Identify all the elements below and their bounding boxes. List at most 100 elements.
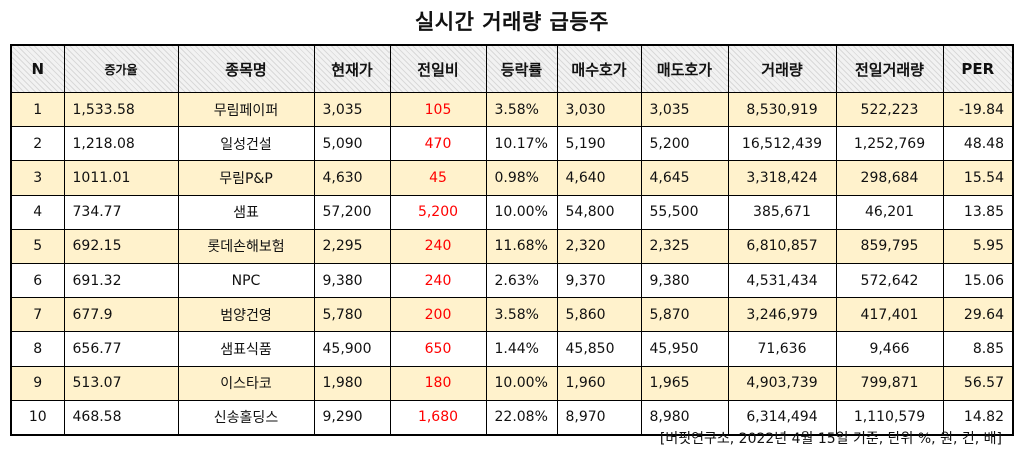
- cell-bid-price: 4,640: [556, 160, 642, 196]
- table-row: 4 734.77 샘표 57,200 5,200 10.00% 54,800 55,500 38…: [10, 194, 1014, 230]
- header-bid-price: 매수호가: [556, 44, 642, 93]
- cell-increase-rate: 513.07: [63, 365, 179, 401]
- cell-change-rate: 0.98%: [485, 160, 558, 196]
- header-n: N: [10, 44, 65, 93]
- cell-bid-price: 3,030: [556, 91, 642, 128]
- cell-prev-volume: 1,252,769: [835, 126, 944, 162]
- cell-increase-rate: 691.32: [63, 262, 179, 299]
- cell-stock-name: 이스타코: [177, 365, 315, 401]
- cell-change: 1,680: [389, 399, 487, 436]
- cell-per: 56.57: [942, 365, 1014, 401]
- cell-change: 5,200: [389, 194, 487, 230]
- cell-bid-price: 8,970: [556, 399, 642, 436]
- cell-bid-price: 5,860: [556, 297, 642, 333]
- table-row: 3 1011.01 무림P&P 4,630 45 0.98% 4,640 4,645 3,318…: [10, 160, 1014, 196]
- cell-current-price: 9,290: [313, 399, 391, 436]
- cell-volume: 6,314,494: [727, 399, 837, 436]
- header-change-rate: 등락률: [485, 44, 558, 93]
- cell-increase-rate: 656.77: [63, 331, 179, 367]
- cell-stock-name: 일성건설: [177, 126, 315, 162]
- cell-ask-price: 3,035: [640, 91, 729, 128]
- cell-prev-volume: 9,466: [835, 331, 944, 367]
- cell-change-rate: 1.44%: [485, 331, 558, 367]
- cell-volume: 71,636: [727, 331, 837, 367]
- cell-change: 650: [389, 331, 487, 367]
- cell-change-rate: 22.08%: [485, 399, 558, 436]
- cell-change-rate: 10.00%: [485, 194, 558, 230]
- cell-current-price: 9,380: [313, 262, 391, 299]
- cell-increase-rate: 1011.01: [63, 160, 179, 196]
- cell-increase-rate: 468.58: [63, 399, 179, 436]
- cell-current-price: 4,630: [313, 160, 391, 196]
- cell-volume: 4,903,739: [727, 365, 837, 401]
- table-row: 2 1,218.08 일성건설 5,090 470 10.17% 5,190 5,200 16,…: [10, 126, 1014, 162]
- cell-stock-name: NPC: [177, 262, 315, 299]
- cell-prev-volume: 799,871: [835, 365, 944, 401]
- cell-bid-price: 1,960: [556, 365, 642, 401]
- source-note: [버핏연구소, 2022년 4월 15일 기준, 단위 %, 원, 건, 배]: [659, 431, 1002, 447]
- cell-n: 7: [10, 297, 65, 333]
- cell-per: 5.95: [942, 228, 1014, 264]
- cell-prev-volume: 417,401: [835, 297, 944, 333]
- cell-volume: 3,318,424: [727, 160, 837, 196]
- header-per: PER: [942, 44, 1014, 93]
- cell-increase-rate: 734.77: [63, 194, 179, 230]
- page-title: 실시간 거래량 급등주: [414, 10, 609, 34]
- cell-stock-name: 샘표: [177, 194, 315, 230]
- cell-prev-volume: 1,110,579: [835, 399, 944, 436]
- header-ask-price: 매도호가: [640, 44, 729, 93]
- cell-change: 200: [389, 297, 487, 333]
- cell-ask-price: 45,950: [640, 331, 729, 367]
- table-row: 9 513.07 이스타코 1,980 180 10.00% 1,960 1,965 4,903…: [10, 365, 1014, 401]
- table-row: 6 691.32 NPC 9,380 240 2.63% 9,370 9,380 4,531,4…: [10, 262, 1014, 299]
- cell-change: 45: [389, 160, 487, 196]
- cell-bid-price: 45,850: [556, 331, 642, 367]
- cell-volume: 4,531,434: [727, 262, 837, 299]
- cell-n: 8: [10, 331, 65, 367]
- cell-change-rate: 10.17%: [485, 126, 558, 162]
- cell-current-price: 1,980: [313, 365, 391, 401]
- cell-current-price: 5,780: [313, 297, 391, 333]
- cell-volume: 6,810,857: [727, 228, 837, 264]
- header-change: 전일비: [389, 44, 487, 93]
- cell-ask-price: 5,870: [640, 297, 729, 333]
- cell-change-rate: 2.63%: [485, 262, 558, 299]
- cell-prev-volume: 859,795: [835, 228, 944, 264]
- cell-increase-rate: 1,533.58: [63, 91, 179, 128]
- cell-prev-volume: 522,223: [835, 91, 944, 128]
- header-increase-rate: 증가율: [63, 44, 179, 93]
- table-row: 1 1,533.58 무림페이퍼 3,035 105 3.58% 3,030 3,035 8,5…: [10, 91, 1014, 128]
- cell-prev-volume: 46,201: [835, 194, 944, 230]
- cell-volume: 8,530,919: [727, 91, 837, 128]
- cell-n: 9: [10, 365, 65, 401]
- cell-n: 4: [10, 194, 65, 230]
- table-row: 10 468.58 신송홀딩스 9,290 1,680 22.08% 8,970 8,980 6…: [10, 399, 1014, 436]
- table-row: 8 656.77 샘표식품 45,900 650 1.44% 45,850 45,950 71,…: [10, 331, 1014, 367]
- cell-per: 13.85: [942, 194, 1014, 230]
- header-prev-volume: 전일거래량: [835, 44, 944, 93]
- cell-per: 29.64: [942, 297, 1014, 333]
- cell-n: 6: [10, 262, 65, 299]
- cell-ask-price: 4,645: [640, 160, 729, 196]
- cell-n: 1: [10, 91, 65, 128]
- cell-current-price: 45,900: [313, 331, 391, 367]
- cell-volume: 385,671: [727, 194, 837, 230]
- cell-volume: 16,512,439: [727, 126, 837, 162]
- cell-increase-rate: 692.15: [63, 228, 179, 264]
- cell-n: 10: [10, 399, 65, 436]
- cell-ask-price: 5,200: [640, 126, 729, 162]
- cell-per: 15.06: [942, 262, 1014, 299]
- cell-current-price: 2,295: [313, 228, 391, 264]
- cell-change: 470: [389, 126, 487, 162]
- cell-stock-name: 롯데손해보험: [177, 228, 315, 264]
- cell-n: 5: [10, 228, 65, 264]
- cell-stock-name: 무림페이퍼: [177, 91, 315, 128]
- cell-current-price: 57,200: [313, 194, 391, 230]
- cell-increase-rate: 677.9: [63, 297, 179, 333]
- cell-change: 240: [389, 228, 487, 264]
- cell-ask-price: 8,980: [640, 399, 729, 436]
- volume-surge-table: N 증가율 종목명 현재가 전일비 등락률 매수호가 매도호가 거래량 전일거래…: [10, 44, 1014, 436]
- cell-ask-price: 55,500: [640, 194, 729, 230]
- table-row: 5 692.15 롯데손해보험 2,295 240 11.68% 2,320 2,325 6,8…: [10, 228, 1014, 264]
- header-row: N 증가율 종목명 현재가 전일비 등락률 매수호가 매도호가 거래량 전일거래…: [10, 44, 1014, 93]
